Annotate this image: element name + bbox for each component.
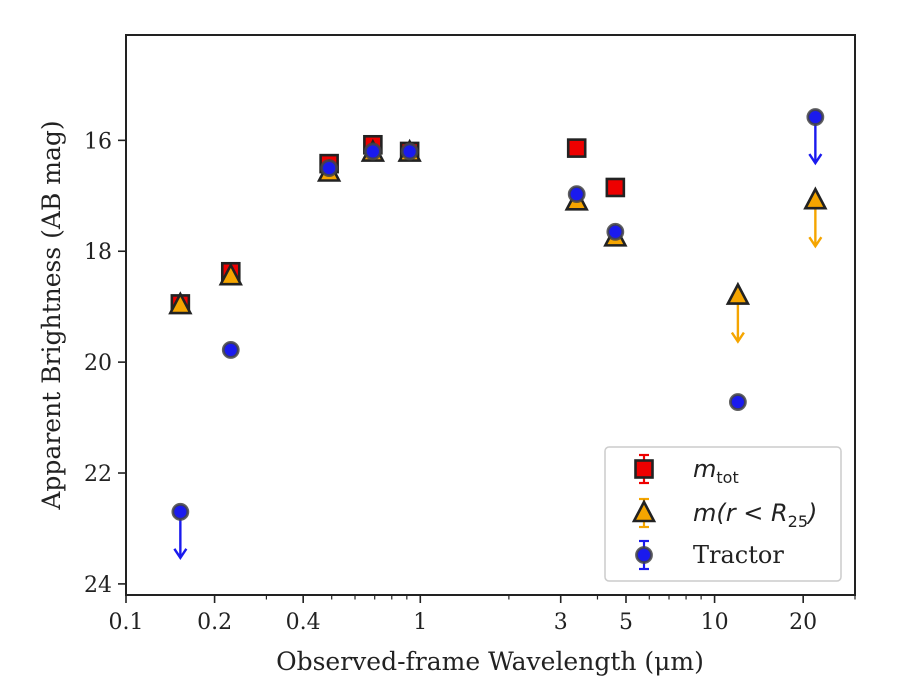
plot-frame bbox=[125, 34, 856, 596]
upper-limit-arrowhead bbox=[730, 331, 745, 344]
x-axis-title: Observed-frame Wavelength (μm) bbox=[276, 647, 704, 676]
x-tick-label: 0.2 bbox=[197, 610, 232, 635]
upper-limit-arrowhead bbox=[808, 236, 823, 249]
m_r25-point bbox=[218, 262, 243, 286]
y-tick-label: 20 bbox=[84, 351, 112, 376]
y-tick-label: 16 bbox=[84, 129, 112, 154]
m_tot-point bbox=[566, 138, 587, 158]
legend-label-tractor: Tractor bbox=[693, 541, 784, 569]
axes-layer: 0.1 0.2 0.4 1 3 5 10 20 16 18 20 22 24 bbox=[84, 34, 856, 635]
y-tick-label: 18 bbox=[84, 240, 112, 265]
legend: mtot m(r < R25) Tractor bbox=[604, 446, 842, 582]
y-tick-label: 22 bbox=[84, 462, 112, 487]
legend-box bbox=[604, 446, 842, 582]
upper-limit-arrowhead bbox=[173, 548, 188, 560]
x-tick-label: 3 bbox=[554, 610, 568, 635]
data-points-layer bbox=[168, 108, 828, 560]
y-tick-label: 24 bbox=[84, 573, 112, 598]
square-marker bbox=[634, 459, 654, 479]
legend-label-m_r25: m(r < R25) bbox=[693, 499, 817, 531]
tractor-point bbox=[400, 142, 419, 161]
m_r25-point bbox=[168, 291, 193, 315]
tractor-point bbox=[606, 222, 625, 241]
tractor-point bbox=[171, 502, 190, 521]
m_r25-point bbox=[725, 281, 751, 305]
x-tick-label: 20 bbox=[789, 610, 817, 635]
circle-marker bbox=[635, 546, 653, 564]
tractor-point bbox=[320, 159, 339, 177]
tractor-point bbox=[728, 393, 747, 411]
tractor-point bbox=[806, 108, 825, 126]
legend-marker-m_r25 bbox=[631, 499, 657, 523]
x-tick-label: 0.4 bbox=[286, 610, 321, 635]
legend-marker-tractor bbox=[635, 546, 653, 564]
x-tick-label: 1 bbox=[413, 610, 427, 635]
x-tick-label: 5 bbox=[619, 610, 633, 635]
x-tick-label: 0.1 bbox=[109, 610, 144, 635]
m_r25-point bbox=[803, 186, 828, 210]
legend-label-m_tot: mtot bbox=[693, 455, 739, 487]
y-axis-title: Apparent Brightness (AB mag) bbox=[37, 120, 66, 510]
upper-limit-arrowhead bbox=[808, 153, 823, 166]
triangle-marker bbox=[631, 499, 657, 523]
legend-marker-m_tot bbox=[634, 459, 654, 479]
tractor-point bbox=[567, 185, 586, 204]
x-tick-label: 10 bbox=[701, 610, 729, 635]
tractor-point bbox=[363, 142, 382, 161]
m_tot-point bbox=[605, 177, 626, 198]
tractor-point bbox=[221, 341, 240, 359]
